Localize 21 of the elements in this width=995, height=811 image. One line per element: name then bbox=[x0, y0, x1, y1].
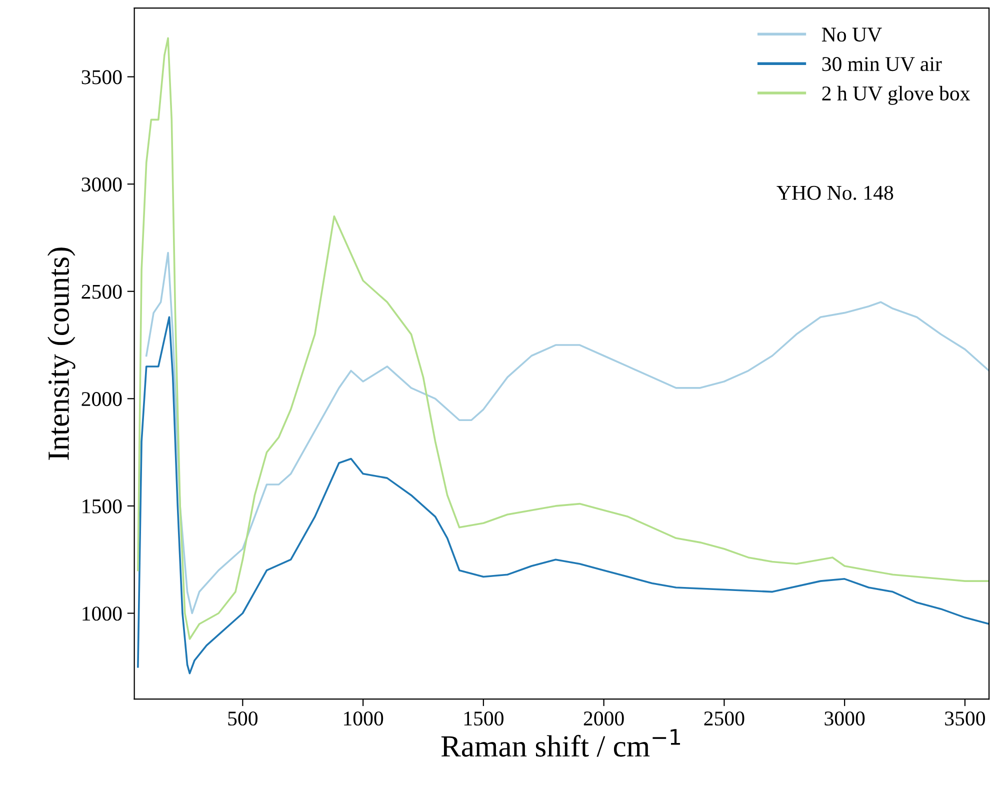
y-tick-label: 3000 bbox=[82, 177, 122, 192]
legend-label: 2 h UV glove box bbox=[822, 86, 970, 105]
y-tick-label: 2500 bbox=[82, 284, 122, 299]
legend-label: 30 min UV air bbox=[822, 57, 942, 72]
x-tick-label: 1000 bbox=[344, 711, 384, 726]
line-series bbox=[137, 316, 990, 674]
y-tick-label: 1000 bbox=[82, 606, 122, 621]
x-tick-label: 1500 bbox=[464, 711, 504, 726]
x-tick-label: 3000 bbox=[824, 711, 865, 726]
annotation: YHO No. 148 bbox=[776, 186, 894, 200]
y-tick-label: 3500 bbox=[82, 70, 122, 84]
y-axis-title: Intensity (counts) bbox=[48, 248, 76, 460]
legend-label: No UV bbox=[822, 28, 882, 42]
y-tick-label: 1500 bbox=[82, 499, 122, 514]
line-series bbox=[145, 252, 990, 614]
x-tick-label: 2000 bbox=[584, 711, 624, 726]
y-tick-label: 2000 bbox=[82, 392, 122, 406]
x-tick-label: 3500 bbox=[945, 711, 985, 726]
x-axis-title: Raman shift / cm$^{−1}$ bbox=[441, 729, 680, 757]
x-tick-label: 2500 bbox=[704, 711, 744, 726]
x-tick-label: 500 bbox=[228, 711, 258, 726]
